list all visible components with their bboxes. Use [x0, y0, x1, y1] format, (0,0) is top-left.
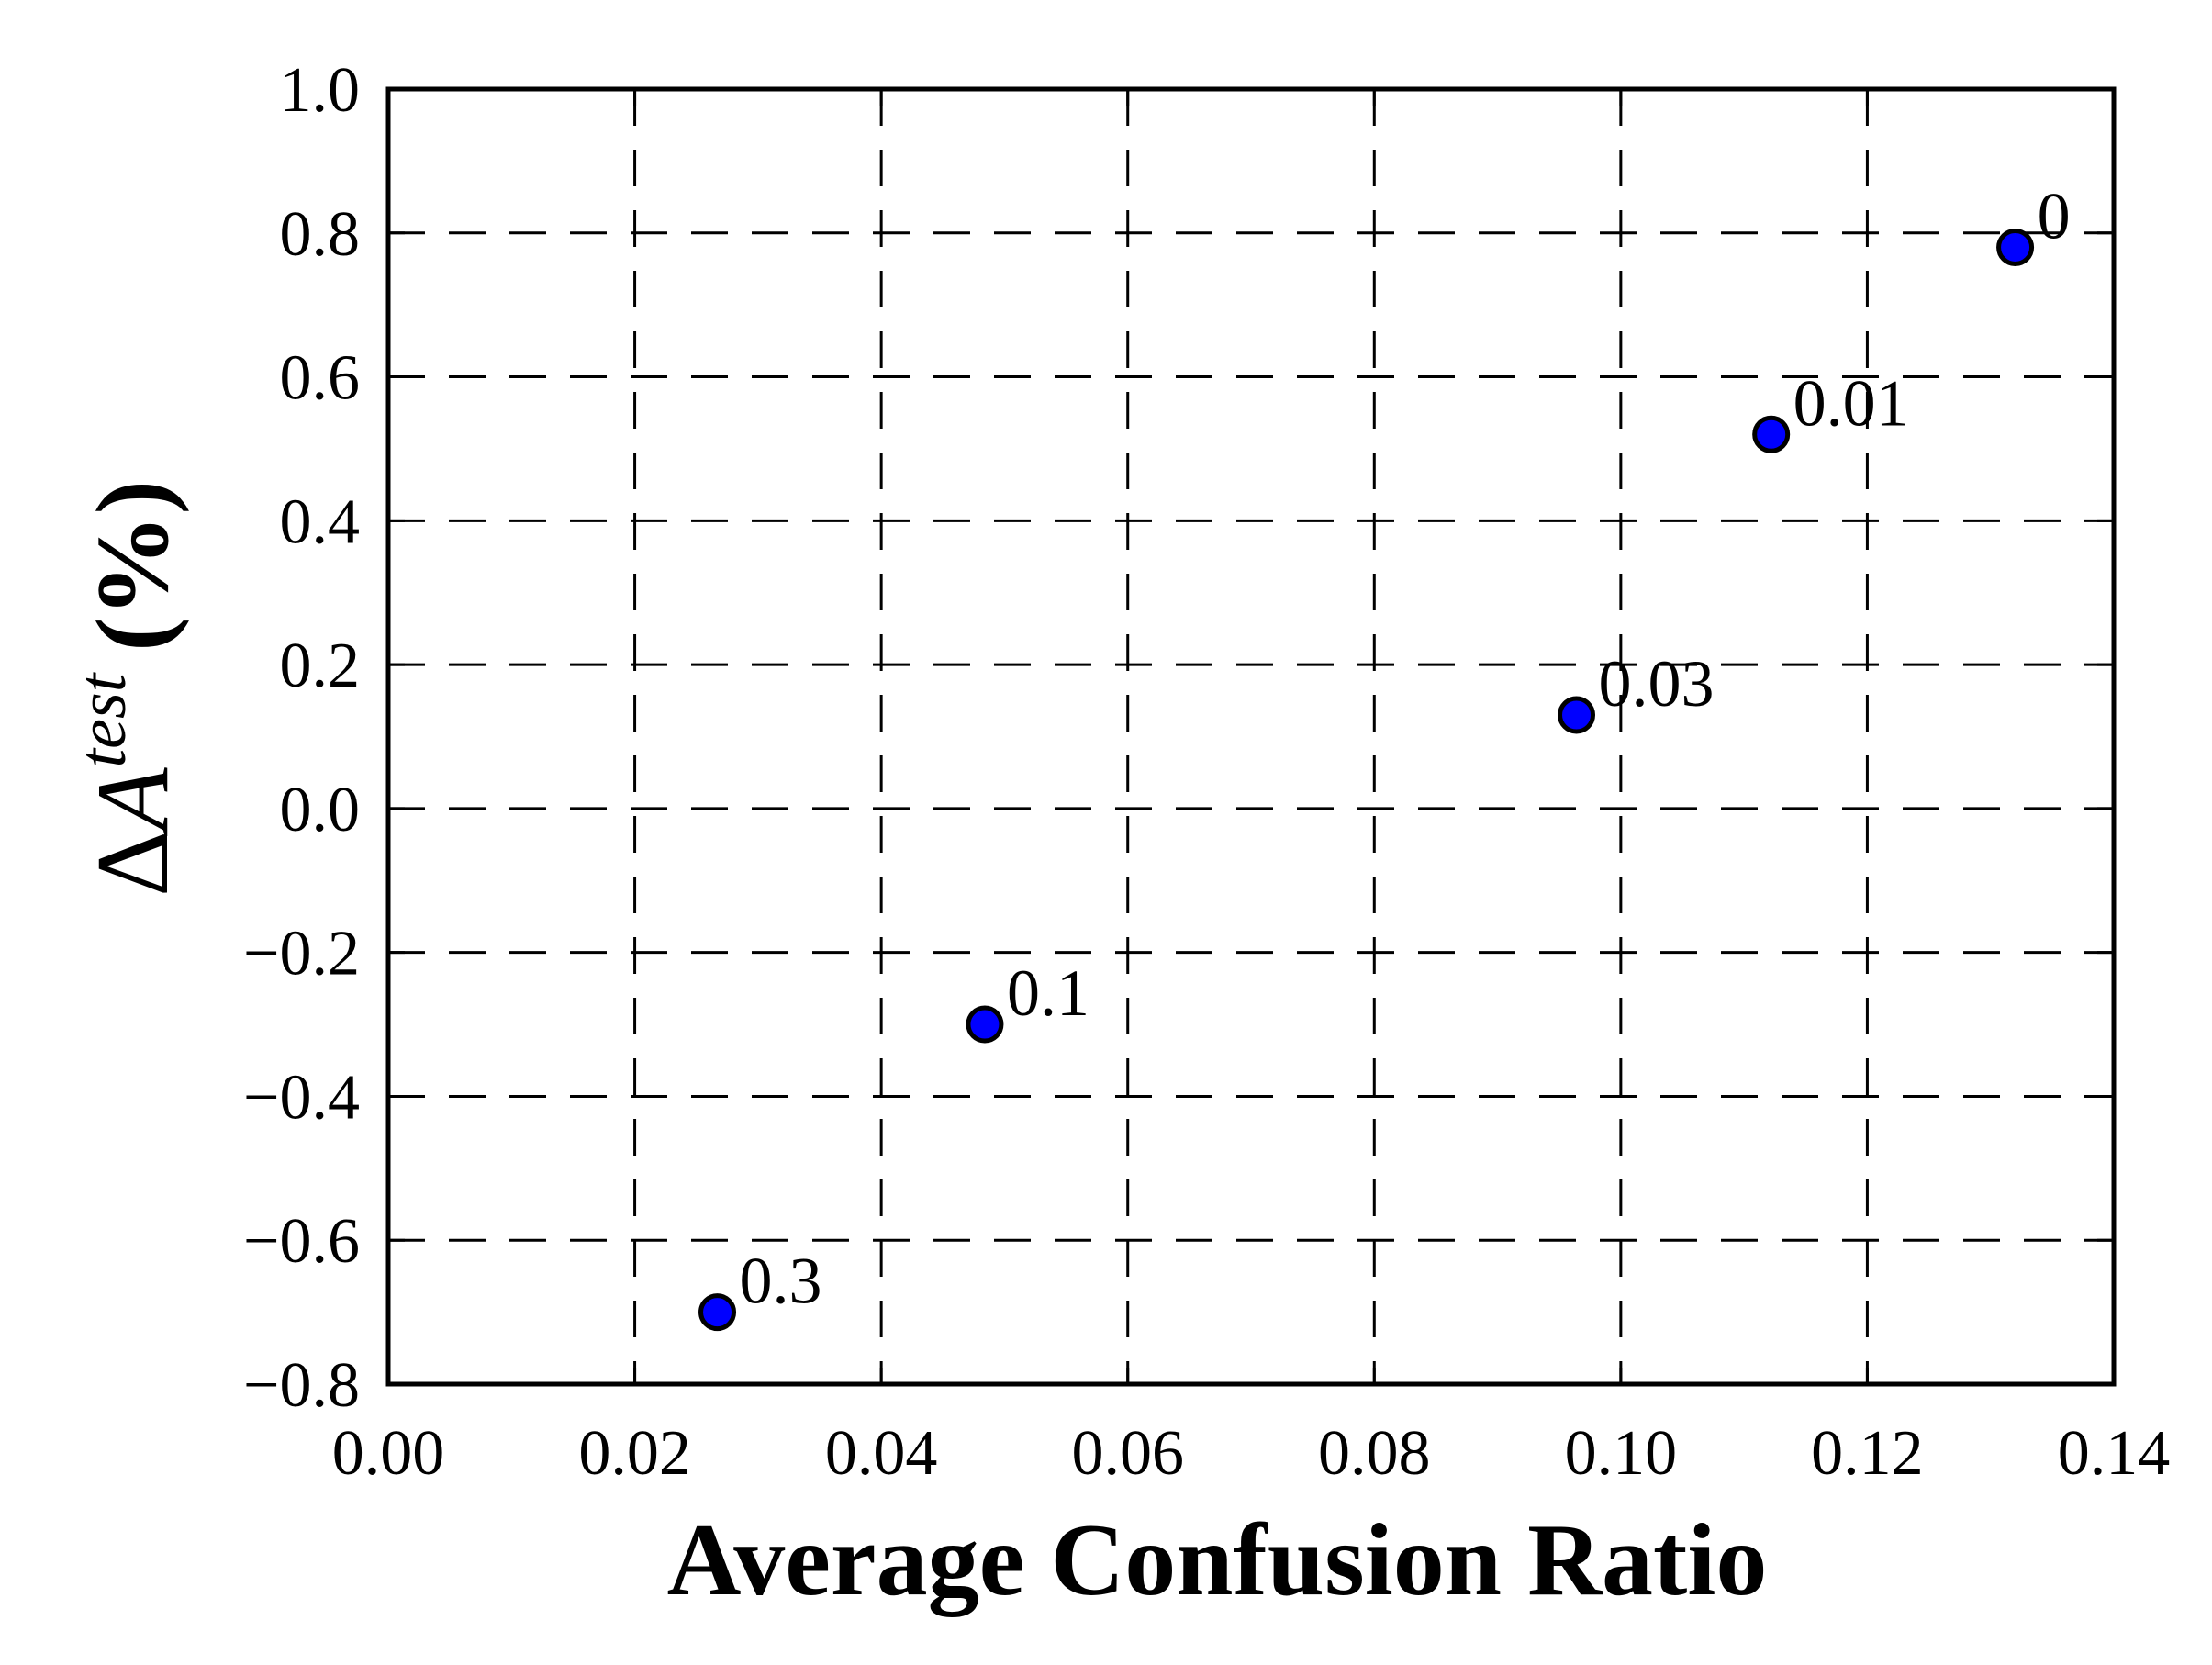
- data-point-label: 0: [2038, 179, 2071, 252]
- tick-labels: 0.00 0.02 0.04 0.06 0.08 0.10 0.12 0.14−0.8−0.6…: [243, 55, 2170, 1489]
- x-tick-label: 0.04: [825, 1418, 938, 1489]
- y-tick-label: −0.8: [243, 1350, 360, 1421]
- x-tick-label: 0.12: [1811, 1418, 1924, 1489]
- data-points: 0.3 0.1 0.03 0.01 0: [698, 179, 2071, 1332]
- data-point-label: 0.3: [740, 1245, 822, 1318]
- x-tick-label: 0.00: [332, 1418, 445, 1489]
- x-axis-title: Average Confusion Ratio: [667, 1503, 1768, 1617]
- y-tick-label: 0.4: [280, 486, 361, 557]
- grid-lines: [388, 89, 2114, 1384]
- y-tick-label: 0.2: [280, 631, 361, 701]
- y-tick-label: 0.6: [280, 343, 361, 414]
- y-tick-label: 0.8: [280, 199, 361, 270]
- y-tick-label: −0.6: [243, 1206, 360, 1277]
- y-tick-label: −0.4: [243, 1062, 360, 1133]
- x-tick-label: 0.06: [1071, 1418, 1184, 1489]
- x-tick-label: 0.14: [2058, 1418, 2171, 1489]
- y-axis-title-variable: A: [76, 767, 190, 837]
- data-point-label: 0.03: [1599, 647, 1715, 721]
- data-point: [1752, 415, 1791, 453]
- y-axis-title-unit: (%): [76, 480, 190, 652]
- y-tick-label: 0.0: [280, 775, 361, 845]
- plot-frame: [385, 86, 2117, 1387]
- data-point: [698, 1293, 737, 1332]
- x-tick-label: 0.08: [1318, 1418, 1431, 1489]
- y-tick-label: −0.2: [243, 919, 360, 989]
- y-axis-title-superscript: test: [65, 671, 140, 767]
- y-axis-title-delta: Δ: [76, 831, 190, 897]
- svg-text:ΔAtest(%): ΔAtest (%): [65, 480, 190, 897]
- data-point: [1996, 228, 2035, 266]
- data-point: [1558, 696, 1596, 734]
- data-point: [966, 1005, 1004, 1044]
- data-point-label: 0.01: [1793, 366, 1909, 440]
- y-tick-label: 1.0: [280, 55, 361, 126]
- x-tick-label: 0.10: [1565, 1418, 1678, 1489]
- data-point-label: 0.1: [1007, 956, 1089, 1030]
- x-tick-label: 0.02: [578, 1418, 691, 1489]
- y-axis-title: ΔAtest (%): [65, 480, 190, 897]
